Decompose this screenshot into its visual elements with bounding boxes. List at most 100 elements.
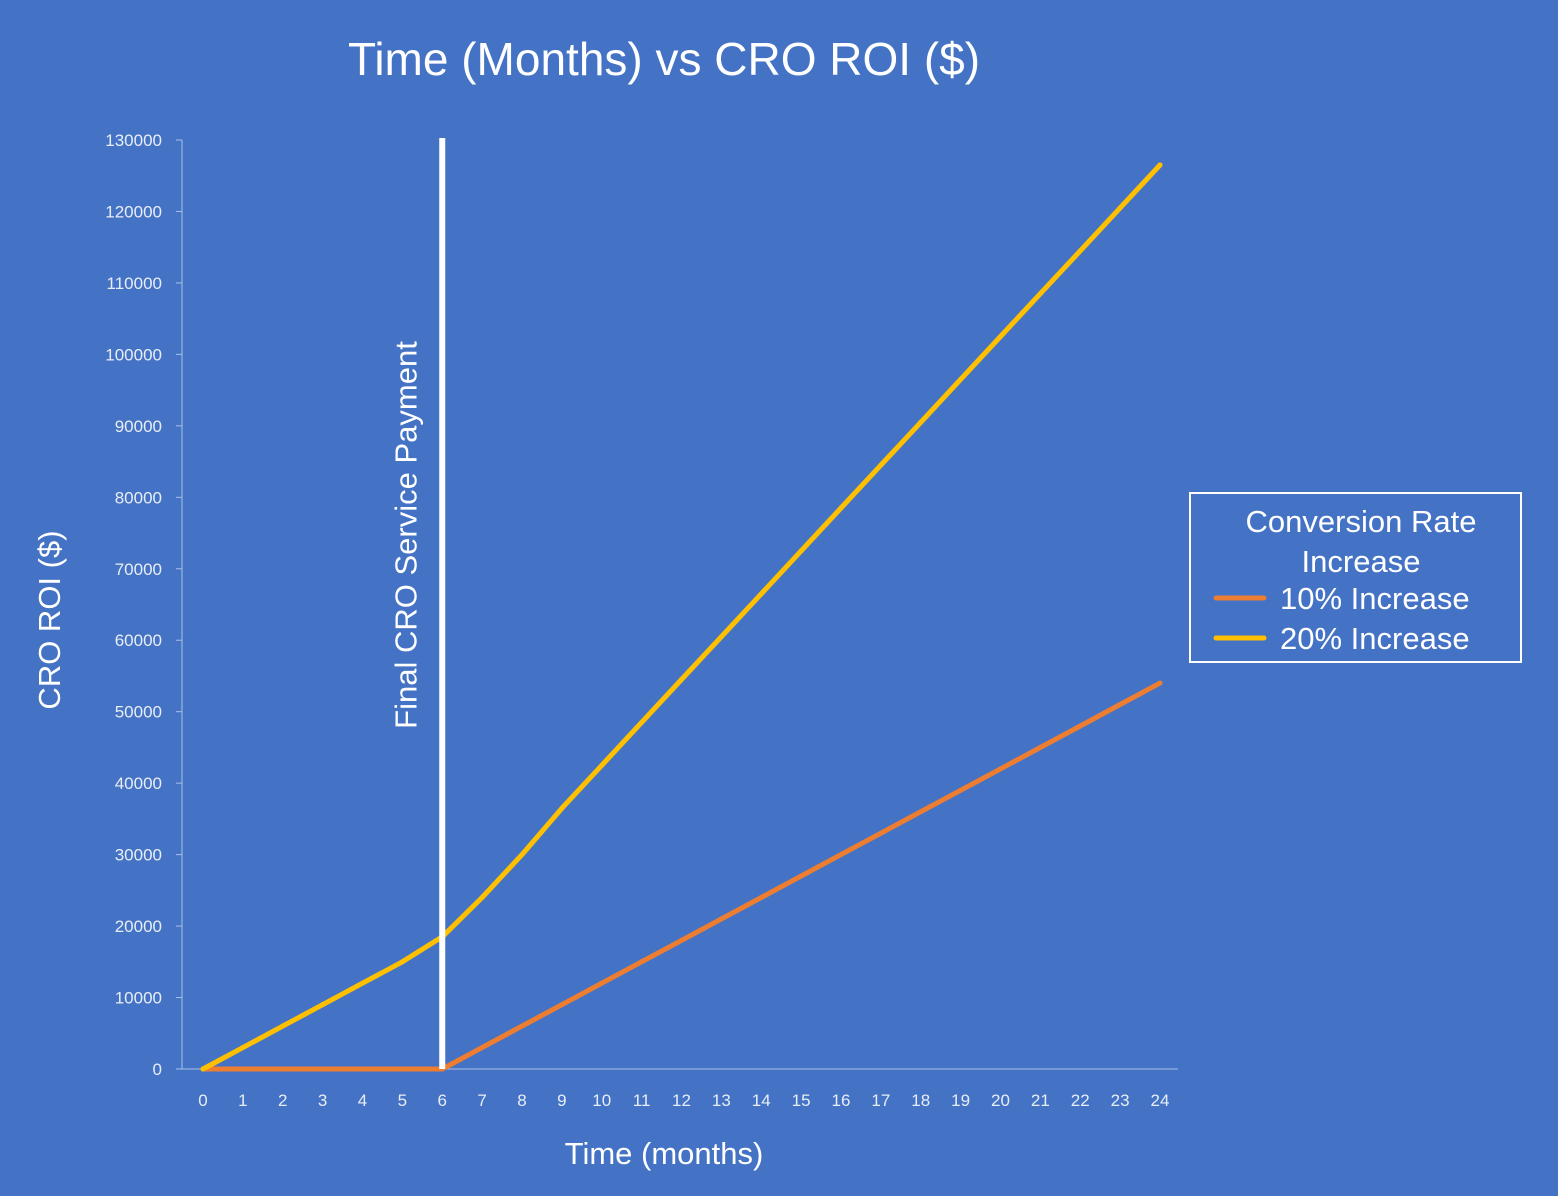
data-point xyxy=(240,1066,246,1072)
data-point xyxy=(399,1066,405,1072)
data-point xyxy=(958,787,964,793)
data-point xyxy=(1077,248,1083,254)
data-point xyxy=(918,419,924,425)
x-tick-label: 6 xyxy=(438,1091,447,1110)
data-point xyxy=(878,830,884,836)
data-point xyxy=(758,591,764,597)
annotation-label: Final CRO Service Payment xyxy=(388,341,423,729)
data-point xyxy=(559,1002,565,1008)
legend-title: Conversion Rate Increase xyxy=(1246,504,1477,579)
x-tick-label: 2 xyxy=(278,1091,287,1110)
x-axis-ticks: 0 1 2 3 4 5 6 7 8 9 10 11 12 13 14 15 16 17 18 19 20 21 22 23 24 xyxy=(198,1091,1169,1110)
series-line-10-percent xyxy=(200,680,1163,1072)
y-tick-label: 70000 xyxy=(115,560,162,579)
data-point xyxy=(1157,680,1163,686)
x-tick-label: 0 xyxy=(198,1091,207,1110)
x-tick-label: 15 xyxy=(792,1091,811,1110)
y-tick-label: 40000 xyxy=(115,774,162,793)
legend: Conversion Rate Increase 10% Increase 20% … xyxy=(1189,492,1522,663)
legend-item-label: 20% Increase xyxy=(1280,621,1470,656)
data-point xyxy=(639,719,645,725)
x-axis-label: Time (months) xyxy=(565,1136,764,1171)
data-point xyxy=(360,1066,365,1072)
data-point xyxy=(599,980,605,986)
x-tick-label: 22 xyxy=(1071,1091,1090,1110)
data-point xyxy=(200,1066,206,1072)
x-tick-label: 19 xyxy=(951,1091,970,1110)
y-tick-label: 130000 xyxy=(105,131,162,150)
y-axis-label: CRO ROI ($) xyxy=(32,530,67,709)
data-point xyxy=(838,852,844,858)
data-point xyxy=(320,1066,326,1072)
data-point xyxy=(758,894,764,900)
x-tick-label: 12 xyxy=(672,1091,691,1110)
y-tick-label: 30000 xyxy=(115,846,162,865)
data-point xyxy=(1037,291,1043,297)
x-tick-label: 1 xyxy=(238,1091,247,1110)
y-tick-label: 10000 xyxy=(115,989,162,1008)
y-tick-label: 50000 xyxy=(115,703,162,722)
data-point xyxy=(1157,162,1163,168)
data-point xyxy=(679,937,684,943)
data-point xyxy=(320,1002,326,1008)
data-point xyxy=(360,980,365,986)
data-point xyxy=(599,762,605,768)
data-point xyxy=(1117,702,1123,708)
x-tick-label: 17 xyxy=(871,1091,890,1110)
x-tick-label: 8 xyxy=(517,1091,526,1110)
x-tick-label: 20 xyxy=(991,1091,1010,1110)
data-point xyxy=(998,766,1003,772)
x-tick-label: 10 xyxy=(592,1091,611,1110)
data-point xyxy=(679,677,684,683)
x-tick-label: 9 xyxy=(557,1091,566,1110)
x-tick-label: 3 xyxy=(318,1091,327,1110)
data-point xyxy=(240,1045,246,1051)
y-tick-label: 0 xyxy=(153,1060,162,1079)
x-tick-label: 7 xyxy=(477,1091,486,1110)
data-point xyxy=(798,548,804,554)
y-axis-ticks: 0 10000 20000 30000 40000 50000 60000 70000 8000… xyxy=(105,131,182,1079)
y-tick-label: 110000 xyxy=(107,274,162,293)
x-tick-label: 21 xyxy=(1031,1091,1050,1110)
x-tick-label: 5 xyxy=(398,1091,407,1110)
data-point xyxy=(479,1045,485,1051)
x-tick-label: 13 xyxy=(712,1091,731,1110)
x-tick-label: 23 xyxy=(1111,1091,1130,1110)
data-point xyxy=(998,334,1003,340)
x-tick-label: 24 xyxy=(1151,1091,1170,1110)
data-point xyxy=(718,916,724,922)
legend-box xyxy=(1189,492,1522,663)
chart-title: Time (Months) vs CRO ROI ($) xyxy=(348,33,980,85)
y-tick-label: 120000 xyxy=(105,202,162,221)
x-tick-label: 16 xyxy=(832,1091,851,1110)
x-tick-label: 11 xyxy=(633,1091,651,1110)
data-point xyxy=(718,634,724,640)
data-point xyxy=(1117,205,1123,211)
legend-item-label: 10% Increase xyxy=(1280,581,1470,616)
data-point xyxy=(1077,723,1083,729)
data-point xyxy=(918,809,924,815)
data-point xyxy=(280,1066,286,1072)
y-tick-label: 80000 xyxy=(115,488,162,507)
data-point xyxy=(798,873,804,879)
x-tick-label: 14 xyxy=(752,1091,771,1110)
data-point xyxy=(1037,744,1043,750)
data-point xyxy=(878,462,884,468)
x-tick-label: 18 xyxy=(911,1091,930,1110)
data-point xyxy=(639,959,645,965)
data-point xyxy=(280,1023,286,1029)
legend-items: 10% Increase 20% Increase xyxy=(1213,581,1470,656)
y-tick-label: 60000 xyxy=(115,631,162,650)
y-tick-label: 90000 xyxy=(115,417,162,436)
series-lines xyxy=(200,162,1163,1072)
series-line-20-percent xyxy=(200,162,1163,1072)
data-point xyxy=(399,959,405,965)
data-point xyxy=(838,505,844,511)
y-tick-label: 20000 xyxy=(115,917,162,936)
data-point xyxy=(519,852,525,858)
data-point xyxy=(479,894,485,900)
x-tick-label: 4 xyxy=(358,1091,367,1110)
data-point xyxy=(958,376,964,382)
y-tick-label: 100000 xyxy=(105,345,162,364)
